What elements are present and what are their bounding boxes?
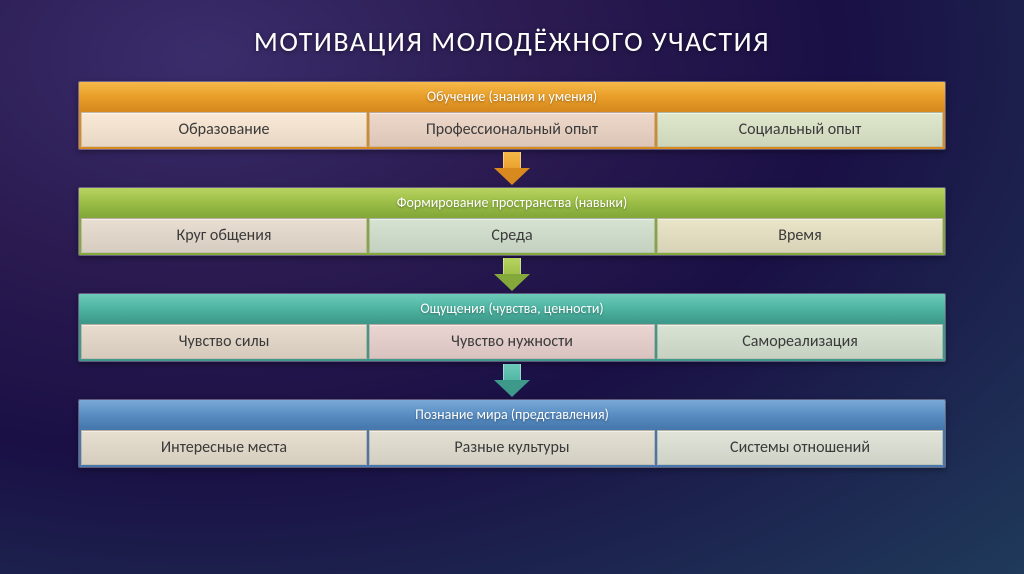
block-header: Ощущения (чувства, ценности): [79, 294, 945, 322]
cell: Разные культуры: [369, 430, 655, 465]
page-title: МОТИВАЦИЯ МОЛОДЁЖНОГО УЧАСТИЯ: [0, 0, 1024, 59]
cell: Системы отношений: [657, 430, 943, 465]
cell: Чувство силы: [81, 324, 367, 359]
arrow: [78, 152, 946, 185]
block-header: Познание мира (представления): [79, 400, 945, 428]
cell: Среда: [369, 218, 655, 253]
block-0: Обучение (знания и умения)ОбразованиеПро…: [78, 81, 946, 150]
block-row: Круг общенияСредаВремя: [79, 216, 945, 255]
block-1: Формирование пространства (навыки)Круг о…: [78, 187, 946, 256]
block-header: Формирование пространства (навыки): [79, 188, 945, 216]
cell: Время: [657, 218, 943, 253]
block-3: Познание мира (представления)Интересные …: [78, 399, 946, 468]
cell: Чувство нужности: [369, 324, 655, 359]
cell: Интересные места: [81, 430, 367, 465]
block-header: Обучение (знания и умения): [79, 82, 945, 110]
cell: Образование: [81, 112, 367, 147]
block-row: Чувство силыЧувство нужностиСамореализац…: [79, 322, 945, 361]
block-row: ОбразованиеПрофессиональный опытСоциальн…: [79, 110, 945, 149]
cell: Самореализация: [657, 324, 943, 359]
block-2: Ощущения (чувства, ценности)Чувство силы…: [78, 293, 946, 362]
cell: Социальный опыт: [657, 112, 943, 147]
arrow: [78, 258, 946, 291]
arrow: [78, 364, 946, 397]
diagram-container: Обучение (знания и умения)ОбразованиеПро…: [0, 59, 1024, 468]
cell: Профессиональный опыт: [369, 112, 655, 147]
block-row: Интересные местаРазные культурыСистемы о…: [79, 428, 945, 467]
cell: Круг общения: [81, 218, 367, 253]
